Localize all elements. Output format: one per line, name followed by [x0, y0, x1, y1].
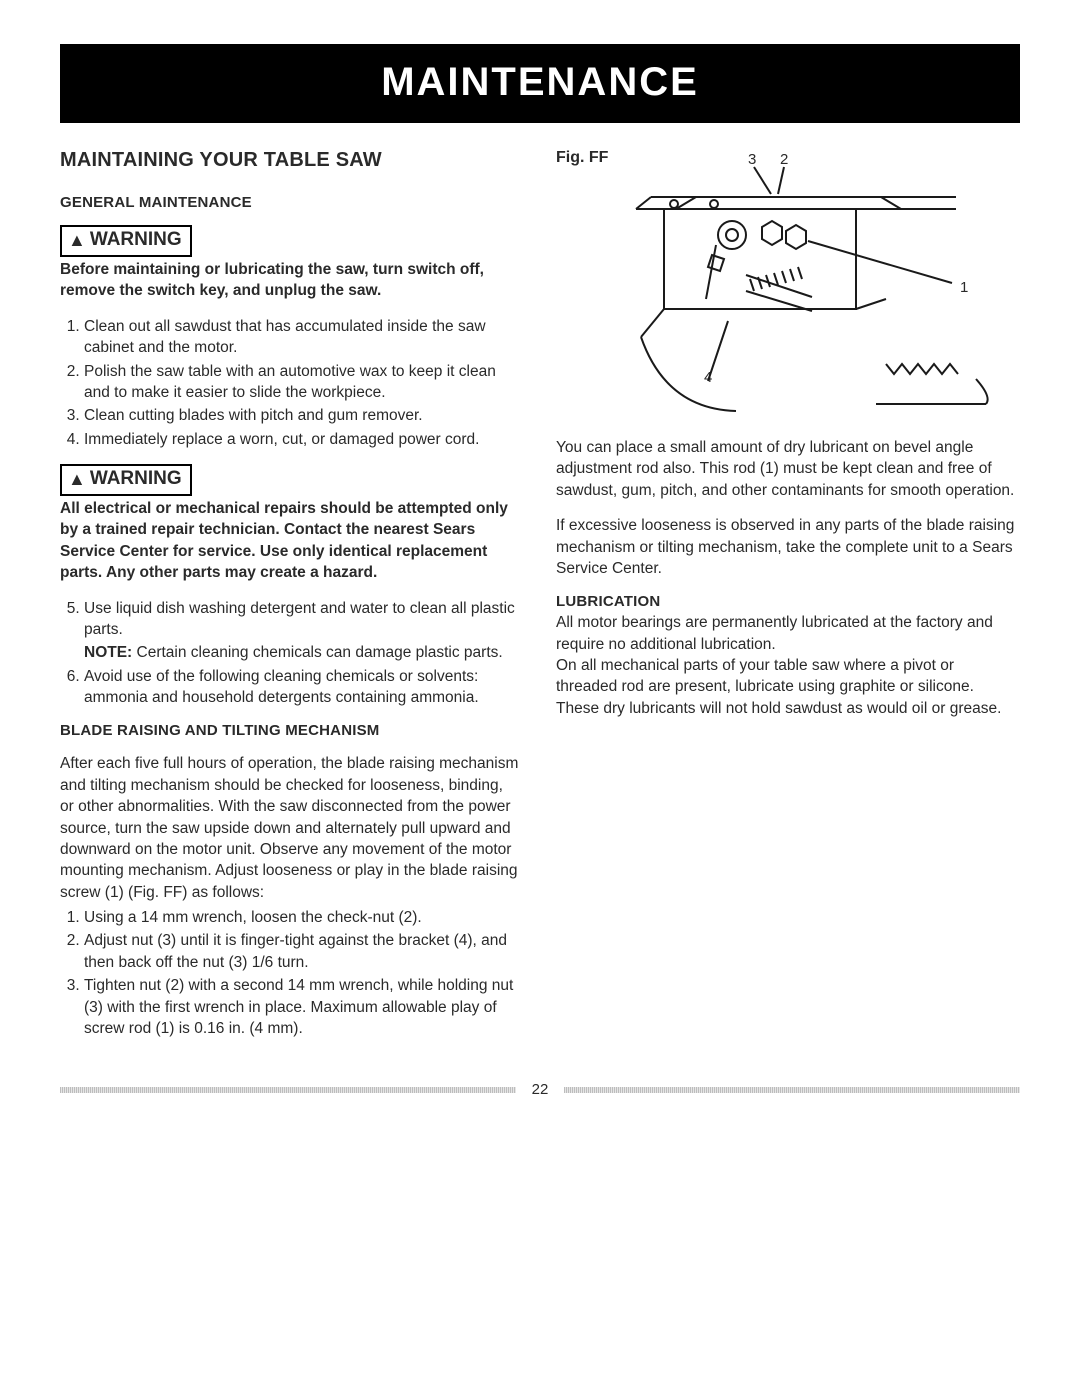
- list-item: Clean out all sawdust that has accumulat…: [84, 316, 520, 359]
- section-banner: MAINTENANCE: [60, 44, 1020, 123]
- warning-label: WARNING: [90, 468, 182, 489]
- general-maintenance-heading: GENERAL MAINTENANCE: [60, 194, 520, 211]
- footer-rule-right: [564, 1087, 1020, 1093]
- maintenance-list-2: Use liquid dish washing detergent and wa…: [60, 598, 520, 709]
- warning-box-2: ▲WARNING: [60, 464, 192, 496]
- right-paragraph-3: All motor bearings are permanently lubri…: [556, 612, 1016, 655]
- warning-2-text: All electrical or mechanical repairs sho…: [60, 498, 520, 584]
- note-text: Certain cleaning chemicals can damage pl…: [132, 644, 502, 661]
- page-title: MAINTAINING YOUR TABLE SAW: [60, 149, 520, 172]
- list-item-text: Use liquid dish washing detergent and wa…: [84, 600, 515, 638]
- warning-box-1: ▲WARNING: [60, 225, 192, 257]
- page-footer: 22: [60, 1081, 1020, 1098]
- list-item: Adjust nut (3) until it is finger-tight …: [84, 930, 520, 973]
- warning-1-text: Before maintaining or lubricating the sa…: [60, 259, 520, 302]
- note-label: NOTE:: [84, 644, 132, 661]
- lubrication-heading: LUBRICATION: [556, 593, 1016, 610]
- list-item: Tighten nut (2) with a second 14 mm wren…: [84, 975, 520, 1039]
- list-item: Clean cutting blades with pitch and gum …: [84, 405, 520, 426]
- right-paragraph-2: If excessive looseness is observed in an…: [556, 515, 1016, 579]
- list-item: Use liquid dish washing detergent and wa…: [84, 598, 520, 664]
- list-item: Polish the saw table with an automotive …: [84, 361, 520, 404]
- warning-triangle-icon: ▲: [68, 469, 86, 489]
- figure-ff-svg: [556, 149, 996, 419]
- note: NOTE: Certain cleaning chemicals can dam…: [84, 642, 520, 663]
- maintenance-list-1: Clean out all sawdust that has accumulat…: [60, 316, 520, 450]
- footer-rule-left: [60, 1087, 516, 1093]
- right-paragraph-1: You can place a small amount of dry lubr…: [556, 437, 1016, 501]
- list-item: Using a 14 mm wrench, loosen the check-n…: [84, 907, 520, 928]
- page-number: 22: [526, 1081, 555, 1098]
- figure-ff: Fig. FF 3 2 1 4: [556, 149, 996, 419]
- warning-label: WARNING: [90, 229, 182, 250]
- page: MAINTENANCE MAINTAINING YOUR TABLE SAW G…: [0, 0, 1080, 1126]
- two-column-layout: MAINTAINING YOUR TABLE SAW GENERAL MAINT…: [60, 149, 1020, 1053]
- right-column: Fig. FF 3 2 1 4: [556, 149, 1016, 1053]
- list-item: Avoid use of the following cleaning chem…: [84, 666, 520, 709]
- blade-intro-paragraph: After each five full hours of operation,…: [60, 753, 520, 903]
- list-item: Immediately replace a worn, cut, or dama…: [84, 429, 520, 450]
- warning-triangle-icon: ▲: [68, 230, 86, 250]
- left-column: MAINTAINING YOUR TABLE SAW GENERAL MAINT…: [60, 149, 520, 1053]
- right-paragraph-4: On all mechanical parts of your table sa…: [556, 655, 1016, 719]
- blade-adjust-list: Using a 14 mm wrench, loosen the check-n…: [60, 907, 520, 1039]
- blade-mechanism-heading: BLADE RAISING AND TILTING MECHANISM: [60, 722, 520, 739]
